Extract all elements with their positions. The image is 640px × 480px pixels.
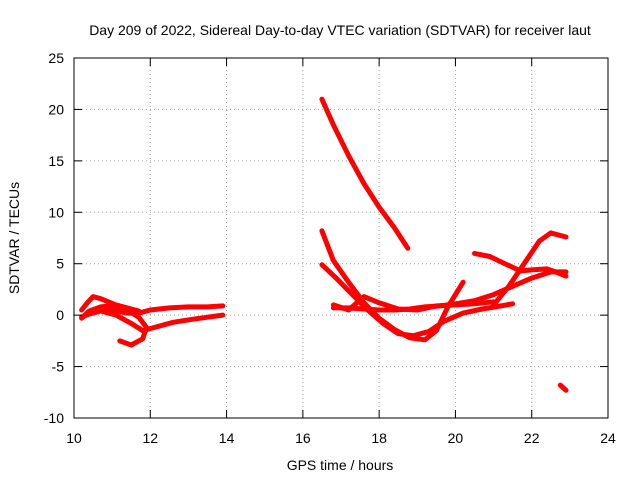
x-tick-label: 12 (142, 430, 158, 446)
series-arc-7 (319, 262, 516, 339)
x-tick-label: 22 (524, 430, 540, 446)
chart-title: Day 209 of 2022, Sidereal Day-to-day VTE… (89, 22, 591, 38)
plot-area (79, 96, 569, 393)
series-arc-5 (319, 96, 411, 251)
y-tick-label: 0 (56, 307, 64, 323)
plot-frame (73, 57, 609, 419)
grid (74, 58, 608, 418)
y-tick-label: 5 (56, 256, 64, 272)
series-arc-4 (79, 303, 149, 348)
series-arc-9 (330, 294, 497, 313)
x-tick-label: 24 (600, 430, 616, 446)
x-tick-label: 18 (371, 430, 387, 446)
y-tick-label: 15 (48, 153, 64, 169)
x-tick-label: 16 (295, 430, 311, 446)
y-axis-label: SDTVAR / TECUs (6, 182, 22, 294)
y-tick-label: 10 (48, 204, 64, 220)
y-tick-label: -5 (52, 359, 65, 375)
x-tick-label: 10 (66, 430, 82, 446)
x-tick-label: 20 (448, 430, 464, 446)
series-arc-11 (491, 230, 569, 308)
axis-ticks: 10 12 14 16 18 20 22 24 -10 -5 0 5 10 15 20 25 (44, 50, 616, 446)
series-arc-10 (472, 250, 569, 279)
x-axis-label: GPS time / hours (287, 457, 394, 473)
x-tick-label: 14 (219, 430, 235, 446)
series-arc-12 (557, 382, 569, 393)
y-tick-label: -10 (44, 410, 64, 426)
y-tick-label: 25 (48, 50, 64, 66)
y-tick-label: 20 (48, 101, 64, 117)
